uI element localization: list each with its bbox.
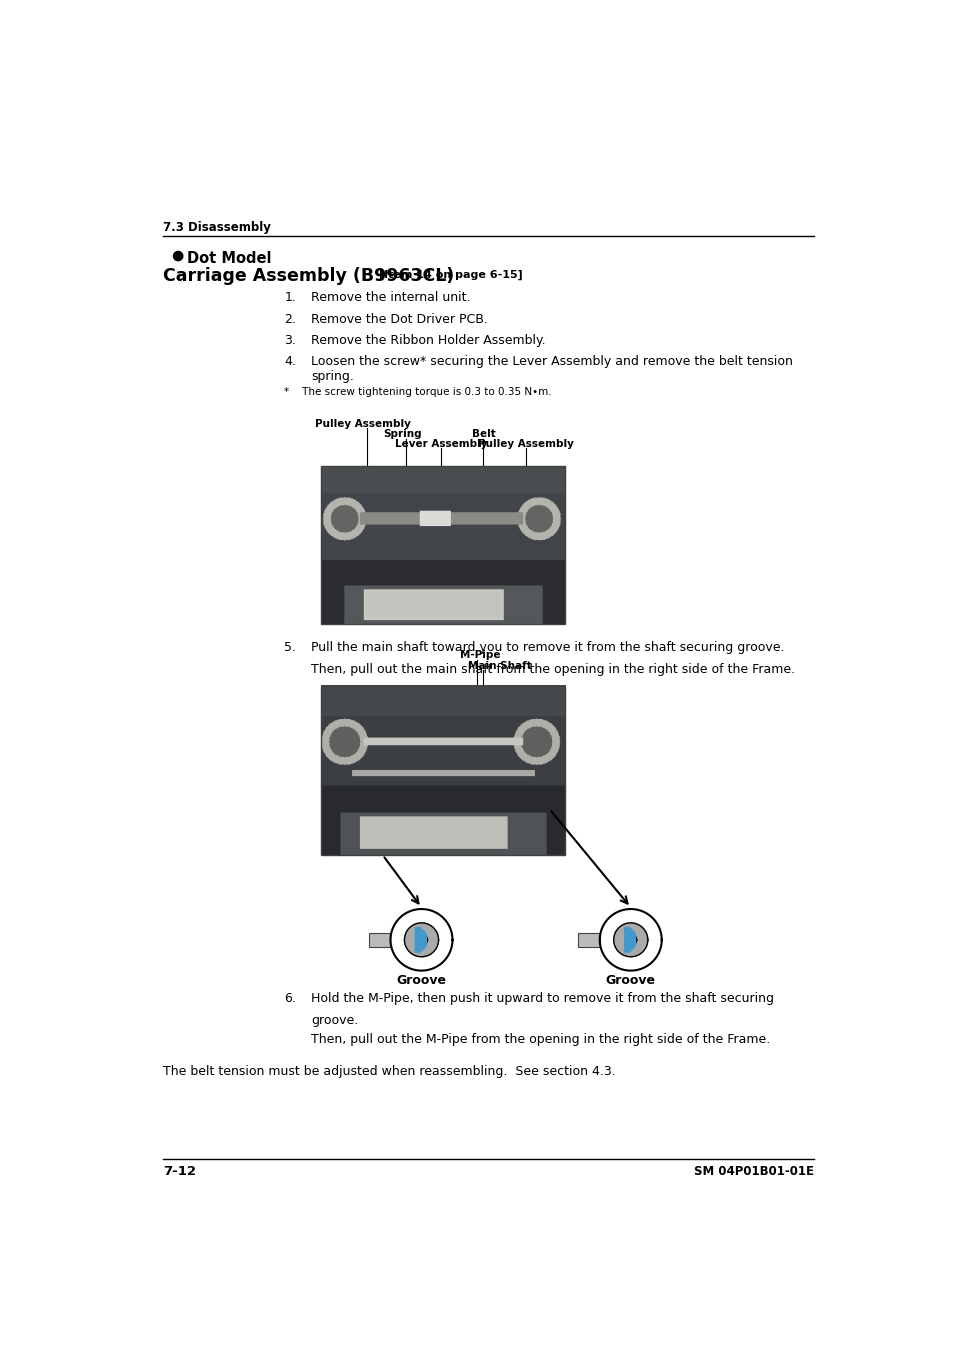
- Polygon shape: [390, 909, 452, 970]
- Bar: [578, 934, 599, 947]
- Text: Pulley Assembly: Pulley Assembly: [477, 439, 574, 449]
- Text: The belt tension must be adjusted when reassembling.  See section 4.3.: The belt tension must be adjusted when r…: [163, 1066, 616, 1078]
- Text: Groove: Groove: [396, 974, 446, 988]
- Text: Dot Model: Dot Model: [187, 251, 272, 266]
- Polygon shape: [599, 909, 661, 970]
- Text: groove.: groove.: [311, 1015, 358, 1027]
- Text: [Item 14 on page 6-15]: [Item 14 on page 6-15]: [378, 270, 522, 280]
- Text: 6.: 6.: [284, 992, 295, 1005]
- Text: *    The screw tightening torque is 0.3 to 0.35 N•m.: * The screw tightening torque is 0.3 to …: [284, 388, 552, 397]
- Bar: [320, 686, 564, 855]
- Text: Pull the main shaft toward you to remove it from the shaft securing groove.: Pull the main shaft toward you to remove…: [311, 642, 784, 654]
- Text: 1.: 1.: [284, 292, 295, 304]
- Text: Belt: Belt: [471, 430, 495, 439]
- Polygon shape: [624, 934, 637, 946]
- Text: Spring: Spring: [382, 430, 421, 439]
- Polygon shape: [404, 923, 438, 957]
- Text: SM 04P01B01-01E: SM 04P01B01-01E: [694, 1166, 814, 1178]
- Text: Carriage Assembly (B9963CL): Carriage Assembly (B9963CL): [163, 267, 455, 285]
- Text: spring.: spring.: [311, 370, 354, 382]
- Text: Then, pull out the main shaft from the opening in the right side of the Frame.: Then, pull out the main shaft from the o…: [311, 663, 795, 676]
- Text: Lever Assembly: Lever Assembly: [395, 439, 487, 449]
- Text: Then, pull out the M-Pipe from the opening in the right side of the Frame.: Then, pull out the M-Pipe from the openi…: [311, 1034, 770, 1046]
- Polygon shape: [415, 934, 427, 946]
- Text: 3.: 3.: [284, 334, 295, 347]
- Text: 7-12: 7-12: [163, 1166, 196, 1178]
- Text: Pulley Assembly: Pulley Assembly: [315, 419, 411, 428]
- Circle shape: [173, 251, 183, 261]
- Text: Hold the M-Pipe, then push it upward to remove it from the shaft securing: Hold the M-Pipe, then push it upward to …: [311, 992, 774, 1005]
- Text: 2.: 2.: [284, 312, 295, 326]
- Text: Groove: Groove: [605, 974, 655, 988]
- Text: M-Pipe: M-Pipe: [459, 650, 500, 661]
- Text: 5.: 5.: [284, 642, 296, 654]
- Text: Loosen the screw* securing the Lever Assembly and remove the belt tension: Loosen the screw* securing the Lever Ass…: [311, 355, 793, 367]
- Text: 7.3 Disassembly: 7.3 Disassembly: [163, 220, 271, 234]
- Polygon shape: [613, 923, 647, 957]
- Text: Main Shaft: Main Shaft: [468, 661, 531, 671]
- Text: Remove the internal unit.: Remove the internal unit.: [311, 292, 471, 304]
- Text: Remove the Ribbon Holder Assembly.: Remove the Ribbon Holder Assembly.: [311, 334, 545, 347]
- Text: Remove the Dot Driver PCB.: Remove the Dot Driver PCB.: [311, 312, 488, 326]
- Bar: [369, 934, 390, 947]
- Text: 4.: 4.: [284, 355, 295, 367]
- Polygon shape: [415, 928, 426, 952]
- Polygon shape: [624, 928, 635, 952]
- Bar: [320, 466, 564, 624]
